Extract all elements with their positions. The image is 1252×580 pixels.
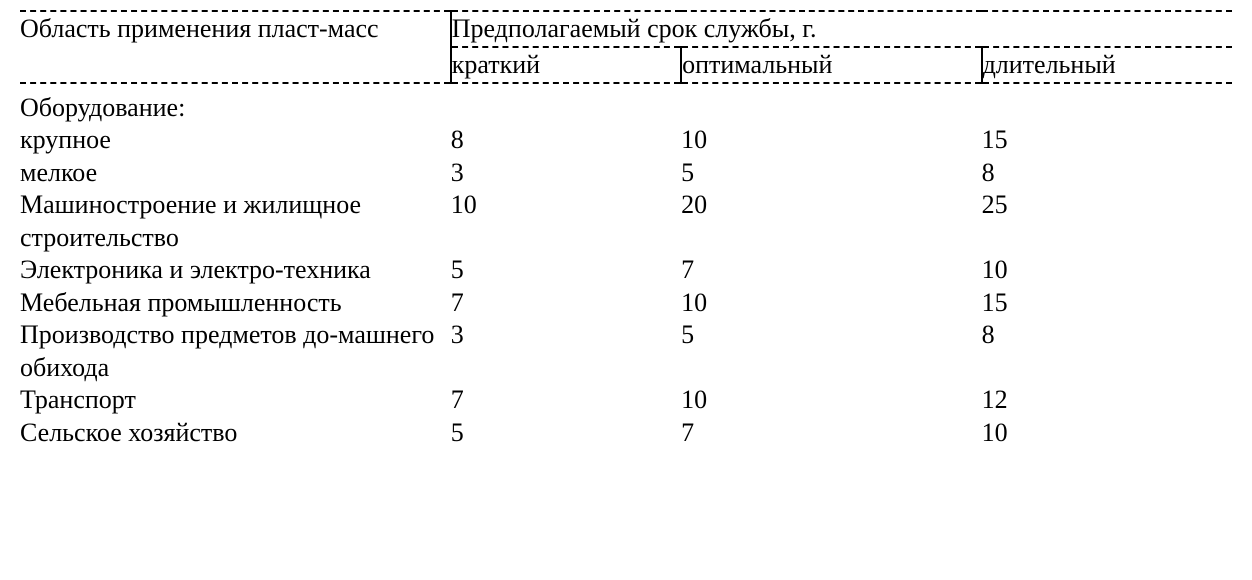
table-row: Транспорт 7 10 12 <box>20 384 1232 417</box>
page: Область применения пласт-масс Предполага… <box>0 0 1252 580</box>
row-value: 7 <box>681 254 981 287</box>
row-value: 5 <box>451 254 681 287</box>
row-label: мелкое <box>20 157 451 190</box>
row-label: Транспорт <box>20 384 451 417</box>
row-value: 7 <box>451 384 681 417</box>
row-value <box>982 92 1232 125</box>
table-row: Электроника и электро-техника 5 7 10 <box>20 254 1232 287</box>
row-value <box>451 92 681 125</box>
row-label: крупное <box>20 124 451 157</box>
row-label: Производство предметов до-машнего обиход… <box>20 319 451 384</box>
row-value: 25 <box>982 189 1232 254</box>
row-value: 8 <box>451 124 681 157</box>
data-table: Область применения пласт-масс Предполага… <box>20 10 1232 449</box>
table-row: Машиностроение и жилищное строительство … <box>20 189 1232 254</box>
row-label: Электроника и электро-техника <box>20 254 451 287</box>
table-row: крупное 8 10 15 <box>20 124 1232 157</box>
row-label: Оборудование: <box>20 92 451 125</box>
row-value: 10 <box>982 254 1232 287</box>
row-value: 7 <box>681 417 981 450</box>
table-row: мелкое 3 5 8 <box>20 157 1232 190</box>
table-row: Сельское хозяйство 5 7 10 <box>20 417 1232 450</box>
row-label: Машиностроение и жилищное строительство <box>20 189 451 254</box>
row-value <box>681 92 981 125</box>
col-header-1: оптимальный <box>681 47 981 83</box>
row-value: 12 <box>982 384 1232 417</box>
col-header-2: длительный <box>982 47 1232 83</box>
row-value: 10 <box>451 189 681 254</box>
header-row-1: Область применения пласт-масс Предполага… <box>20 11 1232 47</box>
row-value: 10 <box>681 124 981 157</box>
row-value: 3 <box>451 319 681 384</box>
row-value: 5 <box>681 157 981 190</box>
group-header: Предполагаемый срок службы, г. <box>451 11 1232 47</box>
spacer <box>20 83 1232 92</box>
row-value: 3 <box>451 157 681 190</box>
row-value: 10 <box>681 287 981 320</box>
row-value: 7 <box>451 287 681 320</box>
row-label-header: Область применения пласт-масс <box>20 11 451 83</box>
row-value: 15 <box>982 124 1232 157</box>
row-label: Мебельная промышленность <box>20 287 451 320</box>
row-value: 8 <box>982 157 1232 190</box>
table-row: Оборудование: <box>20 92 1232 125</box>
table-row: Производство предметов до-машнего обиход… <box>20 319 1232 384</box>
row-value: 8 <box>982 319 1232 384</box>
row-value: 5 <box>681 319 981 384</box>
row-value: 10 <box>681 384 981 417</box>
row-value: 5 <box>451 417 681 450</box>
table-row: Мебельная промышленность 7 10 15 <box>20 287 1232 320</box>
col-header-0: краткий <box>451 47 681 83</box>
row-value: 15 <box>982 287 1232 320</box>
row-value: 20 <box>681 189 981 254</box>
row-label: Сельское хозяйство <box>20 417 451 450</box>
row-value: 10 <box>982 417 1232 450</box>
